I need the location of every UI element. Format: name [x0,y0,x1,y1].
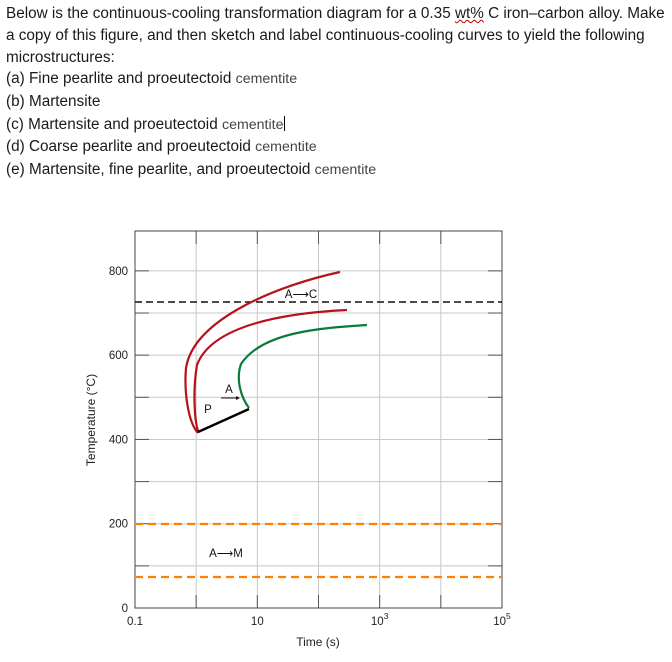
y-tick-label: 0 [122,603,128,615]
annotation-p: P [204,404,212,416]
item-d: (d) Coarse pearlite and proeutectoid cem… [6,136,666,159]
y-axis-label: Temperature (°C) [84,374,98,466]
intro-unit: wt% [454,5,484,22]
item-a-tail: cementite [235,71,298,88]
y-tick-label: 600 [109,350,128,362]
item-b-head: (b) Martensite [6,92,101,110]
item-e-tail: cementite [314,161,377,178]
annotation-a: A [225,384,233,396]
pearlite-finish-curve [184,270,341,434]
intro-text-a: Below is the continuous-cooling transfor… [6,5,455,22]
question-text: Below is the continuous-cooling transfor… [6,3,666,181]
item-a: (a) Fine pearlite and proeutectoid cemen… [6,68,666,91]
y-tick-label: 200 [109,519,128,531]
plot-frame [134,230,503,609]
item-c-head: (c) Martensite and proeutectoid [6,115,222,133]
x-axis-label: Time (s) [296,635,340,649]
x-tick-exponent: 3 [384,611,389,621]
item-c-tail: cementite [221,116,284,133]
text-cursor [284,115,286,131]
item-b: (b) Martensite [6,91,666,114]
item-d-tail: cementite [255,139,317,156]
intro-text-b: C iron–carbon alloy. Make a copy of this… [6,5,665,66]
x-tick-label: 105 [493,611,511,628]
annotation-arrow-head [236,396,240,400]
annotation-a-to-c: A⟶C [285,289,317,301]
item-e-head: (e) Martensite, fine pearlite, and proeu… [6,160,315,178]
y-tick-label: 400 [109,434,128,446]
pearlite-start-curve [193,308,348,432]
x-tick-labels: 0.1 10 103 105 [127,611,511,628]
item-e: (e) Martensite, fine pearlite, and proeu… [6,159,666,182]
x-tick-exponent: 5 [506,611,511,621]
y-tick-labels: 0 200 400 600 800 [109,266,128,615]
x-tick-label: 10 [251,616,264,628]
item-a-head: (a) Fine pearlite and proeutectoid [6,70,236,88]
item-c: (c) Martensite and proeutectoid cementit… [6,114,666,137]
reaction-stop-line [197,407,250,434]
x-tick-label: 0.1 [127,616,143,628]
question-intro: Below is the continuous-cooling transfor… [6,3,666,68]
y-tick-label: 800 [109,266,128,278]
x-tick-label: 103 [371,611,389,628]
item-d-head: (d) Coarse pearlite and proeutectoid [6,138,256,156]
ferrite-start-curve [237,323,368,409]
annotation-a-to-m: A⟶M [209,548,243,560]
